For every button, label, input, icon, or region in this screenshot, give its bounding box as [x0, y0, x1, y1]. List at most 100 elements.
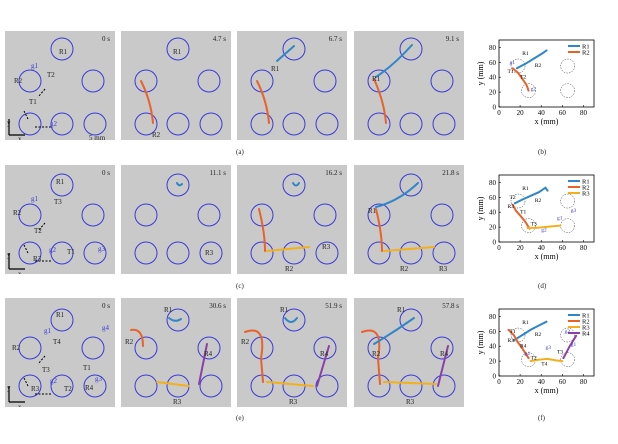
- target-circle: [18, 374, 42, 398]
- frame-annotation: g4: [102, 324, 109, 332]
- target-circle: [199, 112, 223, 136]
- series-point: [511, 203, 514, 206]
- series-point: [538, 324, 541, 327]
- legend-label: R1: [582, 178, 590, 185]
- plot-annotation: R3: [507, 338, 514, 344]
- x-tick-label: 20: [517, 109, 525, 117]
- y-tick-label: 80: [489, 313, 497, 321]
- frame-timestamp: 0 s: [102, 302, 110, 310]
- plot-label: (b): [538, 148, 547, 156]
- x-tick-label: 60: [559, 244, 567, 252]
- frame-timestamp: 0 s: [102, 169, 110, 177]
- legend-label: R2: [582, 49, 590, 56]
- target-circle: [134, 374, 158, 398]
- frame-annotation: g3: [95, 375, 102, 383]
- target-circle: [367, 241, 391, 265]
- plot-annotation: g2: [541, 228, 547, 234]
- target-circle: [315, 241, 339, 265]
- y-tick-label: 40: [489, 74, 497, 82]
- y-tick-label: 0: [493, 373, 497, 381]
- trajectory-r2: [130, 328, 144, 347]
- trajectory-r1: [375, 182, 419, 208]
- target-circle: [50, 241, 74, 265]
- legend-label: R2: [582, 184, 590, 191]
- frame-annotation: R2: [14, 77, 23, 85]
- x-axis-label: x (mm): [535, 386, 559, 395]
- plot-label: (f): [538, 414, 545, 422]
- frame-drawing: [130, 308, 223, 398]
- series-point: [541, 52, 544, 55]
- frame-drawing: [367, 37, 456, 136]
- frame-annotation: T3: [42, 366, 50, 374]
- trajectory-r1: [176, 182, 183, 187]
- series-point: [525, 83, 528, 86]
- video-frame: R1 R2 R3 21.8 s: [354, 165, 464, 274]
- target-circle: [18, 241, 42, 265]
- plot-annotation: g3: [571, 208, 577, 214]
- target-circle: [430, 203, 454, 227]
- plot-annotation: T1: [520, 210, 526, 216]
- plot-annotation: g1: [510, 60, 516, 66]
- target-circle: [432, 241, 456, 265]
- series-point: [543, 226, 546, 229]
- frame-timestamp: 11.1 s: [209, 169, 226, 177]
- frame-drawing: [8, 37, 107, 136]
- legend-label: R2: [582, 318, 590, 325]
- series-point: [521, 77, 524, 80]
- frame-annotation: x: [18, 403, 22, 407]
- target-circle: [18, 69, 42, 93]
- series-point: [544, 186, 547, 189]
- direction-arrows: [23, 88, 51, 128]
- plot-label: (d): [538, 282, 547, 290]
- target-circle: [81, 336, 105, 360]
- target-circle: [134, 336, 158, 360]
- x-tick-label: 80: [580, 109, 588, 117]
- target-circle: [18, 112, 42, 136]
- series-point: [517, 71, 519, 74]
- trajectory-plot: 0 20 40 60 80 0 20 40 60 80 x (mm) y (mm) R1 R2 R3 R1 R2…: [476, 174, 595, 261]
- target-circle-dashed: [560, 193, 575, 209]
- plot-annotation: R2: [535, 63, 542, 69]
- series-point: [575, 334, 577, 337]
- frame-annotation: R1: [173, 48, 182, 56]
- target-circle: [315, 112, 339, 136]
- frame-timestamp: 6.7 s: [328, 35, 342, 43]
- trajectory-r1: [373, 317, 415, 345]
- target-circle: [83, 374, 107, 398]
- y-tick-label: 80: [489, 44, 497, 52]
- target-circle: [399, 308, 423, 332]
- frame-drawing: [367, 173, 456, 265]
- video-frame: R1 R2 R3 R4 30.6 s: [121, 298, 231, 407]
- video-frame: R1 R2 R3 g1 g2 g3 T1 T2 T3 y x 0 s: [5, 165, 115, 274]
- x-tick-label: 20: [517, 378, 525, 386]
- x-axis-label: x (mm): [535, 117, 559, 126]
- legend-label: R1: [582, 312, 590, 319]
- series-point: [546, 357, 549, 360]
- frame-annotation: R1: [56, 178, 65, 186]
- frame-annotation: R3: [31, 385, 40, 393]
- frame-annotation: R1: [372, 75, 381, 83]
- target-circle: [430, 336, 454, 360]
- x-tick-label: 0: [497, 378, 501, 386]
- legend-label: R1: [582, 43, 590, 50]
- plot-annotation: R1: [522, 320, 529, 326]
- frame-annotation: R4: [320, 350, 329, 358]
- target-circle: [282, 173, 306, 197]
- frame-annotation: R1: [56, 311, 65, 319]
- frame-annotation: x: [18, 135, 22, 140]
- y-axis-label: y (mm): [476, 330, 485, 354]
- subfigure-label: (c): [236, 282, 244, 290]
- plot-annotation: T4: [541, 362, 547, 368]
- video-frame: R1 6.7 s: [237, 31, 347, 140]
- frame-annotation: T4: [53, 338, 61, 346]
- frame-drawing: [250, 173, 339, 265]
- frame-annotation: R2: [400, 265, 409, 273]
- x-tick-label: 80: [580, 378, 588, 386]
- series-point: [555, 359, 557, 362]
- trajectory-r3: [266, 381, 314, 387]
- target-circle: [430, 69, 454, 93]
- subfigure-label: (a): [236, 148, 244, 156]
- plot-annotation: g3: [545, 345, 551, 351]
